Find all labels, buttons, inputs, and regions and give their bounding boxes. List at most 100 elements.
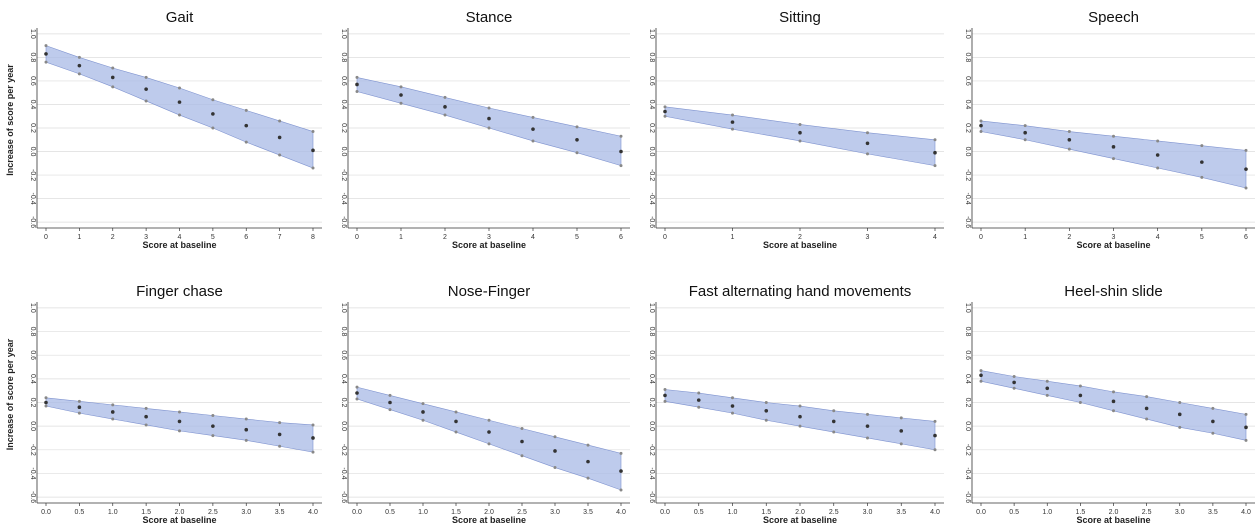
lower-bound-point bbox=[487, 442, 491, 446]
x-tick-label: 5 bbox=[1200, 234, 1204, 241]
mean-point bbox=[798, 414, 802, 419]
y-tick-label: 0.0 bbox=[964, 147, 971, 157]
x-tick-label: 2.0 bbox=[175, 509, 185, 516]
x-tick-label: 5 bbox=[575, 234, 579, 241]
x-tick-label: 3.0 bbox=[863, 509, 873, 516]
y-tick-label: -0.2 bbox=[648, 169, 655, 181]
mean-point bbox=[865, 141, 870, 146]
x-axis-title: Score at baseline bbox=[142, 240, 216, 250]
upper-bound-point bbox=[899, 416, 903, 420]
upper-bound-point bbox=[487, 106, 491, 110]
lower-bound-point bbox=[244, 438, 248, 442]
y-tick-label: 1.0 bbox=[340, 29, 347, 39]
y-tick-label: 0.2 bbox=[29, 398, 36, 408]
mean-point bbox=[979, 373, 983, 378]
upper-bound-point bbox=[244, 108, 248, 112]
x-axis-title: Score at baseline bbox=[452, 515, 526, 523]
y-tick-label: 0.6 bbox=[648, 350, 655, 360]
lower-bound-point bbox=[178, 113, 181, 117]
x-tick-label: 3.5 bbox=[896, 509, 906, 516]
upper-bound-point bbox=[866, 131, 869, 135]
upper-bound-point bbox=[355, 75, 359, 79]
y-tick-label: 0.0 bbox=[29, 421, 36, 431]
y-tick-label: 0.4 bbox=[29, 374, 36, 384]
mean-point bbox=[110, 410, 115, 414]
upper-bound-point bbox=[355, 385, 359, 389]
x-tick-label: 3 bbox=[1112, 234, 1116, 241]
mean-point bbox=[277, 135, 282, 140]
x-tick-label: 0.5 bbox=[1009, 509, 1019, 516]
mean-point bbox=[311, 148, 315, 153]
y-tick-label: 0.4 bbox=[29, 100, 36, 110]
lower-bound-point bbox=[619, 164, 623, 168]
mean-point bbox=[865, 424, 870, 428]
y-tick-label: 0.8 bbox=[340, 327, 347, 337]
lower-bound-point bbox=[1244, 186, 1248, 190]
lower-bound-point bbox=[211, 434, 215, 438]
mean-point bbox=[1177, 412, 1182, 417]
confidence-band bbox=[45, 397, 314, 453]
lower-bound-point bbox=[111, 417, 115, 421]
upper-bound-point bbox=[178, 410, 181, 414]
confidence-band bbox=[980, 120, 1247, 189]
lower-bound-point bbox=[178, 429, 181, 433]
mean-point bbox=[44, 52, 48, 56]
y-tick-label: 1.0 bbox=[964, 303, 971, 313]
x-tick-label: 2 bbox=[798, 234, 802, 241]
y-tick-label: 1.0 bbox=[964, 29, 971, 39]
x-tick-label: 2.0 bbox=[1109, 509, 1119, 516]
mean-point bbox=[1155, 153, 1160, 157]
mean-point bbox=[619, 469, 623, 473]
lower-bound-point bbox=[933, 164, 937, 168]
mean-point bbox=[244, 123, 249, 128]
lower-bound-point bbox=[1112, 409, 1115, 413]
x-tick-label: 3 bbox=[487, 234, 491, 241]
y-tick-label: 0.6 bbox=[340, 350, 347, 360]
y-tick-label: 0.8 bbox=[340, 53, 347, 63]
lower-bound-point bbox=[531, 139, 535, 143]
x-tick-label: 3.5 bbox=[275, 509, 285, 516]
lower-bound-point bbox=[311, 450, 315, 454]
y-tick-label: -0.6 bbox=[648, 216, 655, 228]
y-tick-label: 0.4 bbox=[340, 100, 347, 110]
mean-point bbox=[1244, 425, 1248, 430]
lower-bound-point bbox=[1211, 431, 1215, 435]
upper-bound-point bbox=[520, 427, 524, 431]
mean-point bbox=[663, 109, 667, 114]
upper-bound-point bbox=[1156, 139, 1160, 143]
y-tick-label: 0.0 bbox=[29, 147, 36, 157]
upper-bound-point bbox=[77, 399, 81, 403]
upper-bound-point bbox=[399, 85, 403, 89]
lower-bound-point bbox=[1045, 393, 1049, 397]
upper-bound-point bbox=[1244, 412, 1248, 416]
lower-bound-point bbox=[211, 126, 215, 130]
x-tick-label: 4.0 bbox=[1241, 509, 1251, 516]
lower-bound-point bbox=[77, 411, 81, 415]
x-tick-label: 1.5 bbox=[451, 509, 461, 516]
y-tick-label: -0.6 bbox=[340, 491, 347, 503]
x-axis-title: Score at baseline bbox=[763, 240, 837, 250]
y-tick-label: 0.2 bbox=[340, 123, 347, 133]
x-tick-label: 6 bbox=[1244, 234, 1248, 241]
panel-title: Finger chase bbox=[136, 283, 223, 300]
panel-2: -0.6 -0.4 -0.2 0.0 0.2 0.4 0.6 0.8 1.0 0 1 2 3 4 5 6 Sta… bbox=[340, 9, 630, 250]
mean-point bbox=[454, 419, 458, 424]
x-tick-label: 1.5 bbox=[141, 509, 151, 516]
x-tick-label: 0.0 bbox=[660, 509, 670, 516]
y-tick-label: 0.8 bbox=[29, 53, 36, 63]
x-tick-label: 1 bbox=[399, 234, 403, 241]
y-tick-label: 0.0 bbox=[648, 147, 655, 157]
y-tick-label: -0.6 bbox=[648, 491, 655, 503]
y-tick-label: -0.2 bbox=[964, 444, 971, 456]
upper-bound-point bbox=[211, 414, 215, 418]
x-tick-label: 2.0 bbox=[795, 509, 805, 516]
upper-bound-point bbox=[586, 443, 590, 447]
mean-point bbox=[1111, 399, 1116, 404]
mean-point bbox=[933, 150, 937, 155]
lower-bound-point bbox=[311, 166, 315, 170]
upper-bound-point bbox=[1112, 390, 1115, 394]
upper-bound-point bbox=[1012, 374, 1016, 378]
mean-point bbox=[1067, 137, 1072, 142]
y-tick-label: -0.4 bbox=[340, 193, 347, 205]
lower-bound-point bbox=[1156, 166, 1160, 170]
